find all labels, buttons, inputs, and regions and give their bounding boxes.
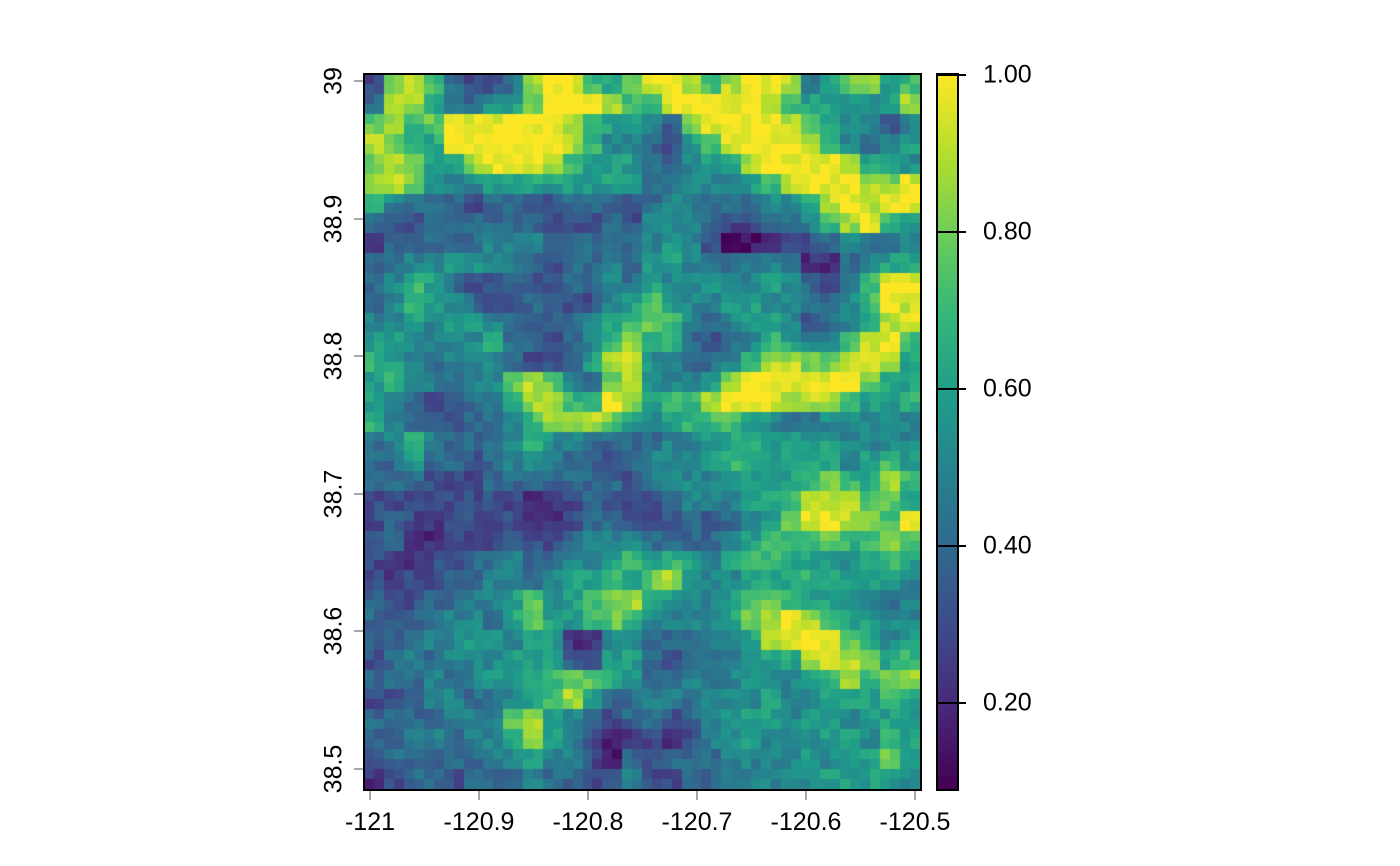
x-axis-tick bbox=[587, 791, 589, 800]
colorbar-tick bbox=[936, 544, 966, 547]
x-axis-tick bbox=[805, 791, 807, 800]
heatmap-raster bbox=[365, 75, 920, 789]
y-axis-tick-label: 38.5 bbox=[319, 744, 348, 794]
colorbar-frame bbox=[936, 73, 959, 791]
colorbar-tick-label: 1.00 bbox=[983, 60, 1032, 89]
y-axis-tick-label: 38.7 bbox=[319, 469, 348, 519]
colorbar-tick bbox=[936, 230, 966, 233]
y-axis-tick-label: 38.8 bbox=[319, 331, 348, 381]
colorbar-tick bbox=[936, 701, 966, 704]
x-axis-tick-label: -120.5 bbox=[879, 808, 951, 836]
x-axis-tick bbox=[914, 791, 916, 800]
colorbar-tick-label: 0.20 bbox=[983, 688, 1032, 717]
x-axis-tick bbox=[696, 791, 698, 800]
x-axis-tick bbox=[478, 791, 480, 800]
x-axis-tick-label: -120.7 bbox=[661, 808, 733, 836]
heatmap-plot-frame bbox=[363, 73, 922, 791]
x-axis-tick-label: -120.8 bbox=[552, 808, 624, 836]
colorbar-tick-label: 0.60 bbox=[983, 374, 1032, 403]
y-axis-tick bbox=[354, 768, 363, 770]
x-axis-tick-label: -120.6 bbox=[770, 808, 842, 836]
colorbar-tick bbox=[936, 74, 966, 76]
y-axis-tick bbox=[354, 492, 363, 495]
colorbar-tick bbox=[936, 387, 966, 390]
y-axis-tick bbox=[354, 217, 363, 220]
y-axis-tick bbox=[354, 80, 363, 82]
colorbar-tick-label: 0.40 bbox=[983, 531, 1032, 560]
x-axis-tick-label: -120.9 bbox=[443, 808, 515, 836]
y-axis-tick-label: 38.9 bbox=[319, 194, 348, 243]
colorbar-tick-label: 0.80 bbox=[983, 217, 1032, 246]
x-axis-tick-label: -121 bbox=[344, 808, 396, 836]
y-axis-tick bbox=[354, 630, 363, 633]
y-axis-tick bbox=[354, 355, 363, 358]
x-axis-tick bbox=[369, 791, 371, 800]
y-axis-tick-label: 38.6 bbox=[319, 607, 348, 656]
y-axis-tick-label: 39 bbox=[319, 67, 348, 95]
colorbar-gradient bbox=[938, 75, 957, 789]
